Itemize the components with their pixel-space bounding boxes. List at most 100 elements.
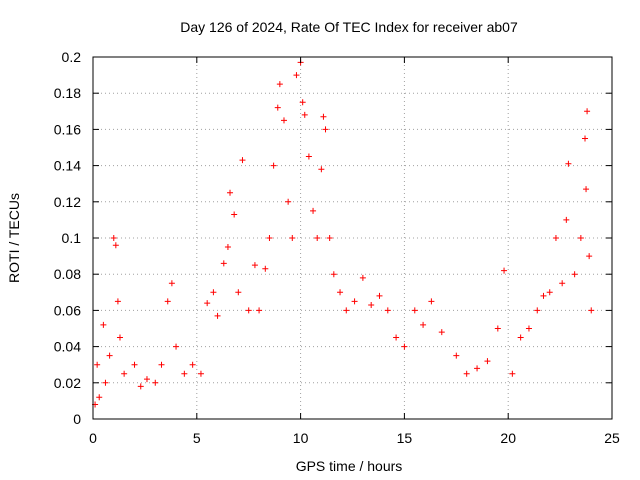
data-point	[330, 271, 337, 278]
data-point	[540, 292, 547, 299]
data-point	[96, 394, 103, 401]
data-point	[173, 343, 180, 350]
data-point	[181, 370, 188, 377]
x-tick-label: 20	[500, 430, 516, 446]
data-point	[314, 235, 321, 241]
data-point	[463, 370, 470, 377]
x-tick-label: 0	[89, 430, 97, 446]
data-point	[293, 72, 300, 79]
data-point	[351, 298, 358, 305]
data-points	[92, 59, 595, 408]
data-point	[285, 198, 292, 205]
data-point	[137, 383, 144, 390]
data-point	[559, 280, 566, 287]
data-point	[411, 307, 418, 314]
data-point	[474, 365, 481, 372]
data-point	[266, 235, 273, 241]
y-tick-label: 0.08	[54, 266, 81, 282]
data-point	[368, 301, 375, 308]
data-point	[189, 361, 196, 368]
data-point	[322, 126, 329, 133]
y-tick-label: 0.04	[54, 339, 81, 355]
data-point	[318, 166, 325, 173]
x-tick-label: 5	[193, 430, 201, 446]
data-point	[210, 289, 217, 296]
data-point	[158, 361, 165, 368]
data-point	[305, 153, 312, 160]
data-point	[438, 329, 445, 336]
data-point	[289, 235, 296, 241]
plot-frame	[92, 56, 613, 420]
data-point	[116, 334, 123, 341]
data-point	[256, 307, 263, 314]
data-point	[534, 307, 541, 314]
data-point	[204, 300, 211, 307]
data-point	[299, 99, 306, 106]
data-point	[152, 379, 159, 386]
y-tick-label: 0.12	[54, 194, 81, 210]
data-point	[565, 160, 572, 167]
data-point	[106, 352, 113, 359]
data-point	[262, 265, 269, 272]
y-tick-label: 0.16	[54, 121, 81, 137]
data-point	[343, 307, 350, 314]
data-point	[484, 358, 491, 365]
y-tick-labels: 0 0.02 0.04 0.06 0.08 0.1 0.12 0.14 0.16 0.18 0.2	[54, 49, 81, 427]
x-axis-label: GPS time / hours	[296, 458, 403, 474]
data-point	[501, 267, 508, 274]
y-tick-label: 0.18	[54, 85, 81, 101]
y-axis-label: ROTI / TECUs	[6, 193, 22, 283]
data-point	[583, 186, 590, 193]
data-point	[164, 298, 171, 305]
data-point	[197, 370, 204, 377]
data-point	[121, 370, 128, 377]
axis-ticks	[92, 56, 613, 420]
data-point	[588, 307, 595, 314]
data-point	[214, 312, 221, 319]
data-point	[245, 307, 252, 314]
x-tick-label: 25	[604, 430, 620, 446]
data-point	[112, 242, 119, 249]
data-point	[326, 235, 333, 241]
data-point	[227, 189, 234, 196]
x-tick-label: 15	[397, 430, 413, 446]
x-tick-label: 10	[293, 430, 309, 446]
y-tick-label: 0.06	[54, 302, 81, 318]
data-point	[359, 274, 366, 281]
data-point	[577, 235, 584, 241]
data-point	[517, 334, 524, 341]
data-point	[420, 321, 427, 328]
data-point	[453, 352, 460, 359]
y-tick-label: 0.2	[62, 49, 82, 65]
y-tick-label: 0.02	[54, 375, 81, 391]
data-point	[276, 81, 283, 88]
data-point	[110, 235, 117, 241]
data-point	[100, 321, 107, 328]
y-tick-label: 0.14	[54, 158, 81, 174]
data-point	[168, 280, 175, 287]
data-point	[143, 376, 150, 383]
data-point	[571, 271, 578, 278]
data-point	[563, 216, 570, 223]
data-point	[494, 325, 501, 332]
data-point	[224, 244, 231, 251]
data-point	[584, 108, 591, 115]
data-point	[546, 289, 553, 296]
x-tick-labels: 0 5 10 15 20 25	[89, 430, 620, 446]
data-point	[384, 307, 391, 314]
data-point	[552, 235, 559, 241]
data-point	[280, 117, 287, 124]
data-point	[525, 325, 532, 332]
data-point	[235, 289, 242, 296]
data-point	[131, 361, 138, 368]
data-point	[586, 253, 593, 260]
data-point	[310, 207, 317, 214]
data-point	[582, 135, 589, 142]
data-point	[509, 370, 516, 377]
data-point	[94, 361, 101, 368]
data-point	[220, 260, 227, 267]
data-point	[401, 343, 408, 350]
data-point	[114, 298, 121, 305]
y-tick-label: 0.1	[62, 230, 82, 246]
